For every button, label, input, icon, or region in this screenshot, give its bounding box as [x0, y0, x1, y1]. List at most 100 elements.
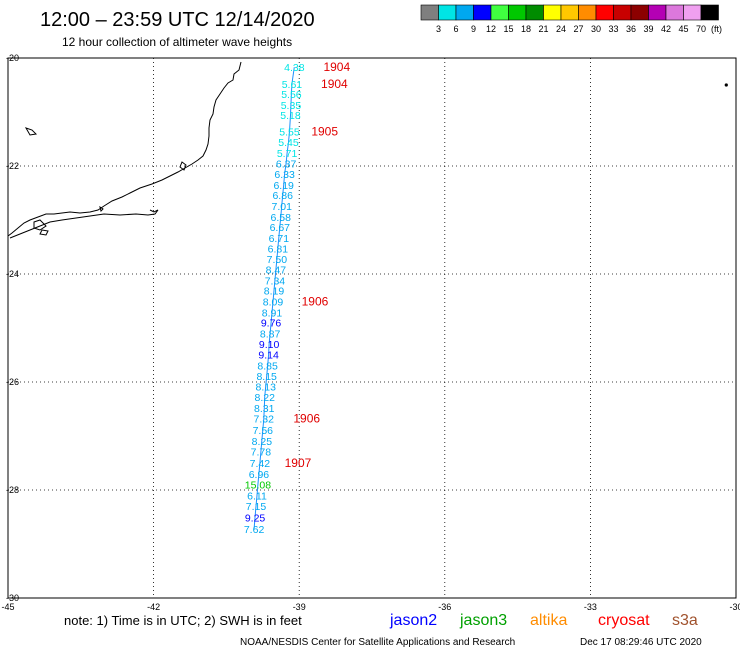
legend-tick-label: 45: [678, 24, 688, 34]
map-subtitle: 12 hour collection of altimeter wave hei…: [62, 35, 292, 49]
coastline-detail: [179, 161, 187, 171]
legend-tick-label: 12: [486, 24, 496, 34]
legend-swatch: [455, 4, 474, 21]
time-label: 1906: [293, 412, 320, 426]
legend-swatch: [438, 4, 457, 21]
wave-height-label: 8.13: [255, 381, 276, 393]
lat-tick-label: -24: [6, 269, 19, 279]
time-label: 1904: [321, 77, 348, 91]
coastline-detail: [9, 209, 159, 239]
lon-tick-label: -39: [293, 602, 306, 612]
wave-height-label: 7.15: [246, 501, 267, 513]
legend-swatch: [595, 4, 614, 21]
satellite-track: [253, 67, 295, 529]
legend-tick-label: 42: [661, 24, 671, 34]
legend-tick-label: 33: [608, 24, 618, 34]
wave-height-label: 8.91: [262, 307, 283, 319]
wave-height-label: 8.09: [263, 297, 284, 309]
wave-height-label: 5.45: [278, 137, 299, 149]
wave-height-label: 6.33: [274, 169, 295, 181]
wave-height-label: 8.22: [255, 392, 276, 404]
legend-swatch: [560, 4, 579, 21]
time-label: 1906: [302, 295, 329, 309]
legend-swatch: [420, 4, 439, 21]
wave-height-label: 6.19: [273, 180, 294, 192]
coastline-detail: [39, 229, 49, 236]
legend-swatch: [665, 4, 684, 21]
time-label: 1905: [311, 124, 338, 138]
wave-height-label: 7.56: [253, 425, 274, 437]
satellite-legend-item: altika: [530, 612, 567, 629]
wave-height-label: 9.25: [245, 513, 266, 525]
wave-height-label: 5.56: [281, 89, 302, 101]
time-label: 1904: [323, 60, 350, 74]
legend-tick-label: 27: [573, 24, 583, 34]
lon-tick-label: -42: [147, 602, 160, 612]
wave-height-label: 7.78: [251, 447, 272, 459]
legend-swatch: [683, 4, 702, 21]
wave-height-label: 8.87: [260, 328, 281, 340]
time-label: 1907: [285, 456, 312, 470]
lon-tick-label: -30: [729, 602, 740, 612]
legend-tick-label: 18: [521, 24, 531, 34]
legend-tick-label: 36: [626, 24, 636, 34]
map-title: 12:00 – 23:59 UTC 12/14/2020: [40, 9, 315, 31]
legend-tick-label: 21: [538, 24, 548, 34]
legend-swatch: [648, 4, 667, 21]
legend-swatch: [508, 4, 527, 21]
wave-height-label: 4.38: [284, 62, 305, 74]
satellite-legend-item: jason2: [389, 612, 437, 629]
lon-tick-label: -36: [438, 602, 451, 612]
coastline-detail: [24, 127, 38, 136]
legend-swatch: [473, 4, 492, 21]
map-frame: [7, 57, 737, 599]
satellite-legend-item: cryosat: [598, 612, 650, 629]
lat-tick-label: -22: [6, 161, 19, 171]
legend-swatch: [630, 4, 649, 21]
wave-height-label: 8.25: [252, 436, 273, 448]
wave-height-label: 7.34: [265, 275, 286, 287]
footer-timestamp: Dec 17 08:29:46 UTC 2020: [580, 637, 702, 648]
legend-swatch: [700, 4, 719, 21]
lon-tick-label: -33: [584, 602, 597, 612]
legend-tick-label: 39: [643, 24, 653, 34]
wave-height-label: 5.35: [281, 100, 302, 112]
legend-tick-label: 70: [696, 24, 706, 34]
wave-height-label: 8.85: [257, 360, 278, 372]
wave-height-label: 6.37: [276, 158, 297, 170]
wave-height-label: 8.15: [256, 371, 277, 383]
legend-unit: (ft): [711, 24, 722, 34]
legend-swatch: [578, 4, 597, 21]
legend-tick-label: 30: [591, 24, 601, 34]
lat-tick-label: -28: [6, 485, 19, 495]
lat-tick-label: -20: [6, 53, 19, 63]
wave-height-label: 6.81: [268, 244, 289, 256]
wave-height-label: 7.32: [254, 414, 275, 426]
isolated-point: [724, 83, 728, 87]
legend-swatch: [613, 4, 632, 21]
legend-tick-label: 9: [471, 24, 476, 34]
legend-swatch: [525, 4, 544, 21]
wave-height-label: 15.08: [245, 480, 271, 492]
wave-height-label: 5.18: [280, 110, 301, 122]
wave-height-label: 5.61: [282, 79, 303, 91]
legend-tick-label: 15: [503, 24, 513, 34]
wave-height-label: 8.31: [254, 403, 275, 415]
legend-tick-label: 6: [453, 24, 458, 34]
coastline-detail: [33, 219, 47, 231]
footer-credit: NOAA/NESDIS Center for Satellite Applica…: [240, 637, 515, 648]
wave-height-label: 6.86: [272, 190, 293, 202]
wave-height-label: 8.47: [266, 265, 287, 277]
wave-height-label: 7.01: [272, 201, 293, 213]
footer-note: note: 1) Time is in UTC; 2) SWH is in fe…: [64, 613, 302, 628]
wave-height-label: 6.11: [247, 490, 267, 502]
wave-height-label: 9.10: [259, 339, 280, 351]
wave-height-label: 5.71: [277, 148, 298, 160]
satellite-legend-item: s3a: [672, 612, 698, 629]
legend-swatch: [543, 4, 562, 21]
wave-height-label: 7.42: [250, 458, 271, 470]
wave-height-label: 9.76: [261, 318, 282, 330]
wave-height-label: 7.62: [244, 524, 265, 536]
